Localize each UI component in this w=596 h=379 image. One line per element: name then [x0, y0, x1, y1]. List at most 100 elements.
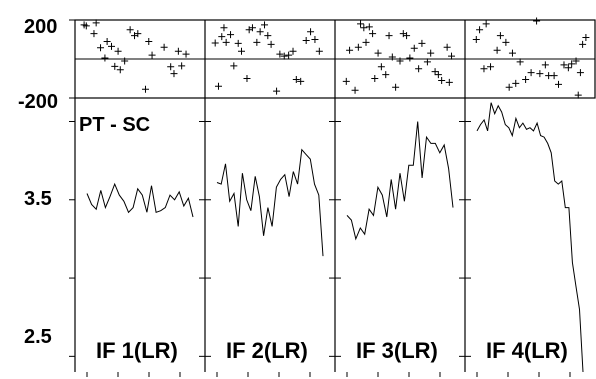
residual-point — [443, 43, 451, 51]
residual-point — [289, 47, 297, 55]
residual-tick-top: 200 — [24, 16, 57, 38]
residual-point — [579, 40, 587, 48]
residual-point — [576, 69, 584, 77]
residual-point — [574, 91, 582, 99]
panel-label: IF 2(LR) — [226, 338, 308, 363]
residual-point — [264, 32, 272, 40]
residual-point — [248, 24, 256, 32]
residual-point — [148, 51, 156, 59]
residual-point — [388, 53, 396, 61]
residual-point — [108, 42, 115, 50]
y-tick-label-2-5: 2.5 — [24, 326, 52, 348]
residual-point — [238, 47, 245, 55]
residual-point — [218, 33, 226, 41]
residual-point — [392, 83, 400, 91]
residual-point — [472, 36, 480, 43]
panel-label: IF 4(LR) — [486, 338, 568, 363]
residual-point — [533, 17, 541, 25]
residual-point — [116, 66, 124, 74]
residual-point — [234, 39, 242, 47]
residual-point — [280, 52, 288, 60]
residual-point — [253, 38, 261, 46]
residual-point — [311, 36, 319, 43]
residual-point — [550, 72, 558, 80]
residual-point — [182, 50, 190, 58]
chart-marks: IF 1(LR) IF 2(LR) IF 3(LR) IF 4(LR) — [80, 17, 590, 373]
residual-point — [121, 57, 129, 65]
residual-point — [351, 86, 359, 94]
residual-point — [415, 65, 423, 73]
residual-point — [285, 51, 293, 59]
residual-point — [174, 47, 182, 55]
residual-point — [371, 75, 379, 82]
residual-point — [369, 30, 377, 38]
residual-point — [145, 37, 153, 45]
residual-point — [82, 22, 90, 30]
residual-point — [445, 78, 453, 86]
residual-point — [508, 49, 516, 57]
residual-point — [230, 62, 238, 70]
residual-point — [360, 24, 368, 32]
series-line — [476, 102, 584, 373]
residual-point — [448, 52, 456, 60]
residual-point — [560, 61, 568, 69]
residual-point — [126, 26, 134, 34]
residual-point — [307, 28, 315, 36]
residual-point — [273, 87, 281, 95]
residual-point — [214, 82, 222, 90]
residual-point — [267, 40, 275, 48]
residual-point — [536, 70, 544, 78]
residual-point — [315, 47, 323, 55]
residual-point — [555, 80, 562, 88]
residual-point — [410, 44, 418, 52]
residual-point — [406, 54, 414, 62]
residual-point — [141, 85, 149, 93]
residual-point — [427, 49, 435, 57]
residual-point — [403, 32, 411, 40]
residual-point — [423, 58, 431, 66]
residual-point — [97, 44, 105, 52]
residual-point — [365, 23, 373, 31]
residual-point — [362, 38, 370, 46]
residual-point — [476, 26, 484, 34]
residual-point — [522, 75, 530, 83]
residual-point — [346, 46, 354, 54]
series-line — [86, 182, 194, 218]
residual-point — [101, 54, 109, 62]
y-axis-label: PT - SC — [79, 114, 150, 136]
residual-point — [227, 31, 235, 39]
residual-point — [297, 77, 305, 85]
residual-point — [354, 43, 362, 51]
residual-point — [211, 39, 219, 47]
residual-point — [396, 57, 404, 65]
residual-point — [261, 21, 269, 29]
residual-point — [487, 63, 495, 71]
residual-point — [292, 75, 300, 83]
residual-point — [482, 20, 490, 28]
series-line — [216, 148, 324, 257]
residual-point — [302, 36, 310, 44]
residual-point — [385, 32, 393, 40]
y-tick-label-3-5: 3.5 — [24, 188, 52, 210]
residual-point — [382, 71, 390, 79]
residual-point — [502, 38, 510, 46]
residual-point — [167, 63, 175, 71]
residual-point — [374, 49, 382, 57]
series-line — [346, 121, 454, 241]
residual-point — [512, 79, 520, 87]
residual-point — [431, 68, 439, 76]
residual-point — [178, 62, 186, 70]
residual-point — [480, 65, 488, 73]
residual-point — [516, 58, 524, 66]
residual-point — [222, 38, 230, 46]
residual-point — [357, 20, 365, 28]
residual-point — [342, 77, 350, 85]
residual-point — [92, 19, 100, 27]
residual-point — [111, 62, 119, 70]
panel-label: IF 1(LR) — [96, 338, 178, 363]
residual-point — [582, 34, 590, 42]
residual-tick-bottom: -200 — [18, 91, 58, 113]
residual-point — [541, 61, 549, 69]
residual-point — [90, 30, 98, 38]
